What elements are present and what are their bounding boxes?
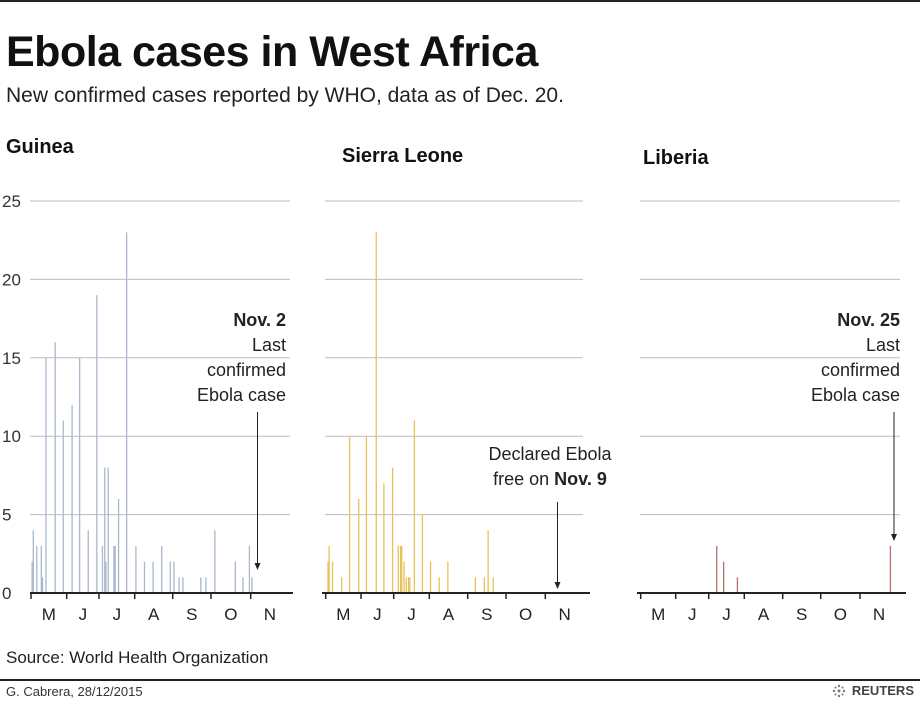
annotation-sierra-leone: Declared Ebola free on Nov. 9 bbox=[470, 442, 630, 492]
credit: G. Cabrera, 28/12/2015 bbox=[6, 684, 143, 699]
y-tick-label: 5 bbox=[2, 506, 11, 525]
x-tick-label: S bbox=[796, 605, 807, 624]
reuters-logo-text: REUTERS bbox=[851, 683, 914, 698]
panel-title-guinea: Guinea bbox=[6, 136, 74, 158]
annotation-guinea-line: Ebola case bbox=[196, 385, 286, 405]
annotation-guinea: Nov. 2 Last confirmed Ebola case bbox=[166, 308, 286, 408]
x-tick-label: J bbox=[113, 605, 122, 624]
annotation-arrow-sierra-leone-head bbox=[554, 582, 561, 589]
y-tick-label: 20 bbox=[2, 270, 21, 289]
x-tick-label: S bbox=[186, 605, 197, 624]
annotation-sl-date: Nov. 9 bbox=[554, 469, 607, 489]
x-tick-label: O bbox=[519, 605, 532, 624]
annotation-liberia: Nov. 25 Last confirmed Ebola case bbox=[780, 308, 900, 408]
x-tick-label: N bbox=[873, 605, 885, 624]
annotation-liberia-line: Ebola case bbox=[810, 385, 900, 405]
x-tick-label: M bbox=[336, 605, 350, 624]
reuters-dots-icon bbox=[832, 684, 846, 697]
x-tick-label: O bbox=[224, 605, 237, 624]
annotation-liberia-line: Last bbox=[865, 335, 900, 355]
annotation-sl-line: Declared Ebola bbox=[488, 444, 612, 464]
y-tick-label: 25 bbox=[2, 192, 21, 211]
x-tick-label: J bbox=[722, 605, 731, 624]
y-tick-label: 0 bbox=[2, 584, 11, 603]
x-tick-label: J bbox=[407, 605, 416, 624]
annotation-sl-prefix: free on bbox=[493, 469, 555, 489]
annotation-guinea-line: confirmed bbox=[206, 360, 286, 380]
annotation-guinea-line: Last bbox=[251, 335, 286, 355]
chart-title: Ebola cases in West Africa bbox=[6, 28, 538, 76]
annotation-arrow-liberia-head bbox=[891, 534, 897, 541]
x-tick-label: J bbox=[79, 605, 88, 624]
y-tick-label: 15 bbox=[2, 349, 21, 368]
x-tick-label: S bbox=[481, 605, 492, 624]
y-tick-label: 10 bbox=[2, 427, 21, 446]
x-tick-label: A bbox=[758, 605, 770, 624]
reuters-logo: REUTERS bbox=[830, 683, 914, 698]
x-tick-label: A bbox=[443, 605, 455, 624]
annotation-liberia-line: confirmed bbox=[820, 360, 900, 380]
x-tick-label: J bbox=[688, 605, 697, 624]
source-note: Source: World Health Organization bbox=[6, 648, 269, 667]
panel-title-sierra-leone: Sierra Leone bbox=[342, 145, 464, 167]
x-tick-label: A bbox=[148, 605, 160, 624]
x-tick-label: N bbox=[264, 605, 276, 624]
x-tick-label: J bbox=[373, 605, 382, 624]
panel-title-liberia: Liberia bbox=[643, 147, 709, 169]
annotation-liberia-date: Nov. 25 bbox=[837, 310, 900, 330]
x-tick-label: N bbox=[559, 605, 571, 624]
chart-subtitle: New confirmed cases reported by WHO, dat… bbox=[6, 84, 564, 107]
annotation-guinea-date: Nov. 2 bbox=[233, 310, 286, 330]
x-tick-label: O bbox=[834, 605, 847, 624]
x-tick-label: M bbox=[42, 605, 56, 624]
bottom-rule bbox=[0, 679, 920, 681]
x-tick-label: M bbox=[651, 605, 665, 624]
annotation-arrow-guinea-head bbox=[254, 563, 261, 570]
top-rule bbox=[0, 0, 920, 2]
